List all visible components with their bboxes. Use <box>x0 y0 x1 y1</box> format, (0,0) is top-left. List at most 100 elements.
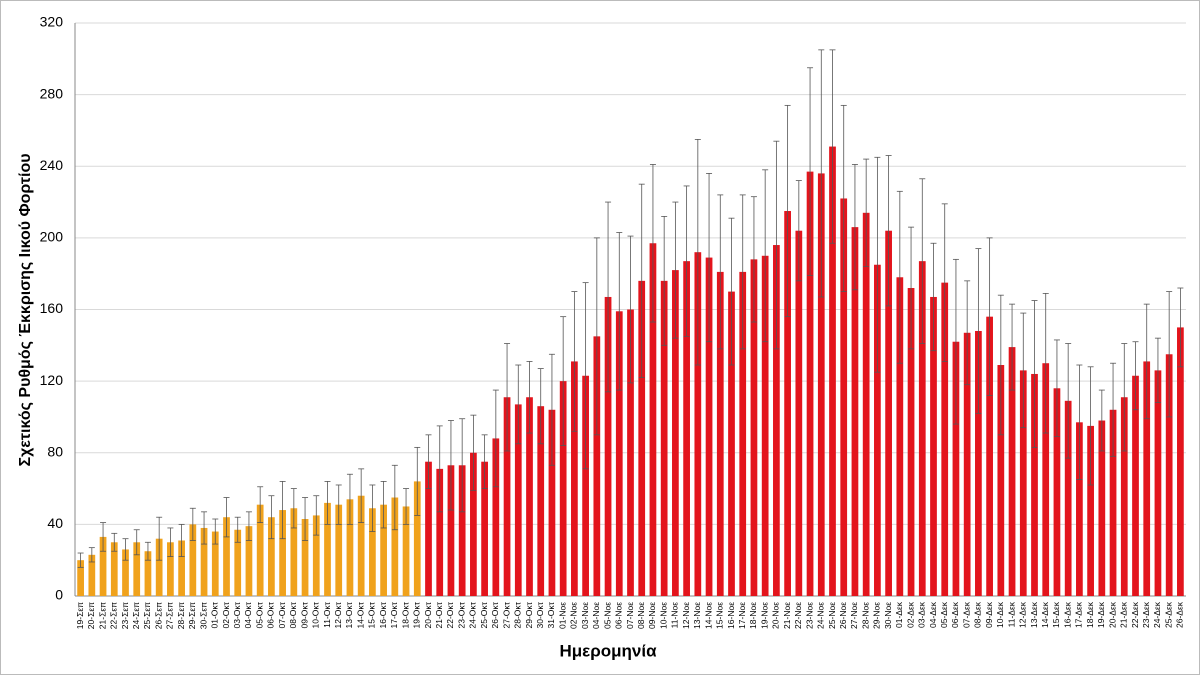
bar <box>1177 327 1184 596</box>
y-tick-label: 120 <box>40 372 64 388</box>
bar <box>357 495 365 596</box>
bar <box>211 531 219 596</box>
x-tick-label: 17-Δεκ <box>1074 601 1084 628</box>
x-tick-label: 26-Δεκ <box>1175 601 1185 628</box>
bar <box>144 551 152 596</box>
bar <box>907 288 915 596</box>
x-tick-label: 15-Νοε <box>715 602 725 629</box>
x-tick-label: 19-Δεκ <box>1096 601 1106 628</box>
x-tick-label: 21-Νοε <box>782 602 792 629</box>
bar <box>1064 400 1072 596</box>
x-tick-label: 10-Δεκ <box>995 601 1005 628</box>
y-tick-label: 280 <box>40 85 64 101</box>
x-tick-label: 22-Δεκ <box>1130 601 1140 628</box>
bar <box>425 461 432 596</box>
bar <box>346 499 354 596</box>
y-tick-label: 0 <box>55 587 63 603</box>
bar <box>604 296 612 596</box>
bar <box>728 291 735 596</box>
bar <box>627 309 634 596</box>
bar <box>817 173 825 596</box>
bar <box>649 243 657 596</box>
bar <box>335 504 343 596</box>
x-tick-label: 16-Νοε <box>726 602 736 629</box>
bar <box>481 461 488 596</box>
bar <box>133 542 141 596</box>
bar <box>1019 370 1027 596</box>
bar <box>492 438 500 596</box>
x-tick-label: 26-Οκτ <box>490 601 500 628</box>
bar <box>683 261 690 596</box>
x-tick-label: 20-Δεκ <box>1107 601 1117 628</box>
bar <box>391 497 399 596</box>
bar <box>1120 397 1128 596</box>
bar <box>593 336 601 596</box>
bar <box>1098 420 1106 596</box>
bar <box>1143 361 1151 596</box>
bar <box>189 524 197 596</box>
bar <box>503 397 511 596</box>
bar <box>402 506 410 596</box>
x-tick-label: 23-Νοε <box>804 602 814 629</box>
x-tick-label: 29-Σεπ <box>187 602 197 629</box>
x-tick-label: 03-Δεκ <box>917 601 927 628</box>
bar <box>526 397 533 596</box>
x-tick-label: 27-Νοε <box>849 602 859 629</box>
bar <box>1165 354 1173 596</box>
x-tick-label: 21-Οκτ <box>434 601 444 628</box>
bar <box>952 341 960 596</box>
x-tick-label: 10-Νοε <box>658 602 668 629</box>
x-tick-label: 08-Νοε <box>636 602 646 629</box>
bar <box>750 259 758 596</box>
bar <box>223 517 230 596</box>
bar <box>178 540 185 596</box>
bar <box>862 212 870 596</box>
bar <box>840 198 848 596</box>
x-tick-label: 02-Νοε <box>569 602 579 629</box>
bar <box>122 549 129 596</box>
x-tick-label: 09-Οκτ <box>299 601 309 628</box>
bar <box>761 255 769 596</box>
bar <box>716 271 724 596</box>
bar <box>896 277 904 596</box>
x-tick-label: 24-Δεκ <box>1152 601 1162 628</box>
x-tick-label: 27-Σεπ <box>165 602 175 629</box>
bar <box>975 330 982 596</box>
x-tick-label: 25-Νοε <box>827 602 837 629</box>
x-tick-label: 10-Οκτ <box>311 601 321 628</box>
bar <box>1087 425 1094 596</box>
y-tick-label: 160 <box>40 300 64 316</box>
bar <box>963 332 971 596</box>
x-tick-label: 19-Οκτ <box>412 601 422 628</box>
x-tick-label: 24-Οκτ <box>468 601 478 628</box>
x-tick-label: 25-Δεκ <box>1163 601 1173 628</box>
x-tick-label: 01-Οκτ <box>210 601 220 628</box>
x-axis-label: Ημερομηνία <box>559 641 657 660</box>
x-tick-label: 29-Νοε <box>872 602 882 629</box>
bar <box>615 311 623 596</box>
x-tick-label: 18-Οκτ <box>400 601 410 628</box>
bar <box>155 538 163 596</box>
bar <box>571 361 578 596</box>
bar <box>1132 375 1139 596</box>
x-tick-label: 17-Νοε <box>737 602 747 629</box>
bar <box>941 282 949 596</box>
x-tick-label: 22-Σεπ <box>109 602 119 629</box>
x-tick-label: 07-Δεκ <box>961 601 971 628</box>
bar <box>1076 422 1083 596</box>
bar <box>806 171 814 596</box>
x-tick-label: 20-Σεπ <box>86 602 96 629</box>
x-tick-label: 18-Δεκ <box>1085 601 1095 628</box>
x-tick-label: 30-Σεπ <box>198 602 208 629</box>
x-tick-label: 26-Σεπ <box>153 602 163 629</box>
bar <box>986 316 993 596</box>
bar <box>256 504 264 596</box>
x-tick-label: 23-Δεκ <box>1141 601 1151 628</box>
bar <box>88 554 96 596</box>
x-tick-label: 11-Νοε <box>670 602 680 629</box>
x-tick-label: 05-Νοε <box>602 602 612 629</box>
x-tick-label: 06-Οκτ <box>266 601 276 628</box>
x-tick-label: 25-Οκτ <box>479 601 489 628</box>
bar <box>99 536 107 596</box>
bar <box>739 271 747 596</box>
